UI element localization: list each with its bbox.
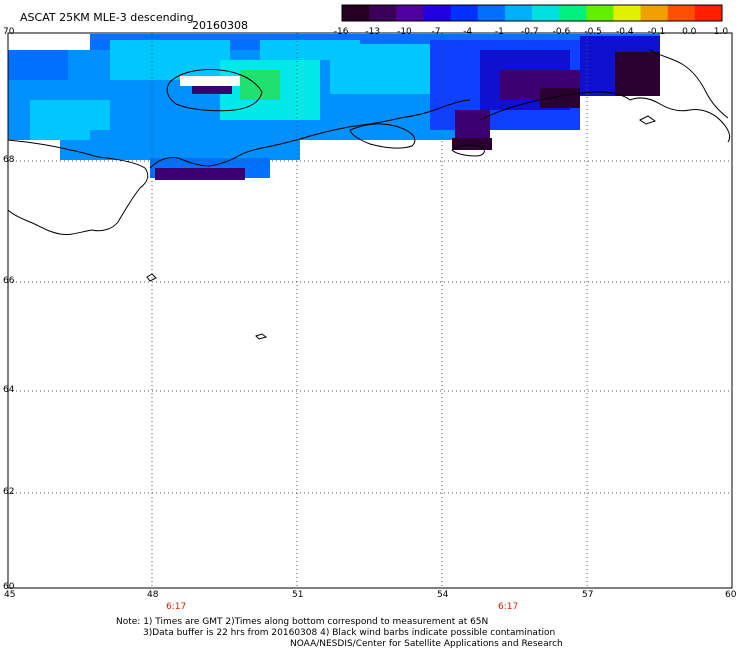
lat-label-60: 60 <box>3 582 15 592</box>
footer-credit: NOAA/NESDIS/Center for Satellite Applica… <box>290 639 563 649</box>
colorbar-tick-label: -0.5 <box>584 27 602 37</box>
map-title: ASCAT 25KM MLE-3 descending <box>20 11 194 24</box>
colorbar <box>341 4 723 22</box>
colorbar-tick-label: -0.1 <box>647 27 666 37</box>
colorbar-tick-label: 0.0 <box>682 27 697 37</box>
lat-label-70: 70 <box>3 27 15 37</box>
swath-deep-ne <box>615 52 660 96</box>
time-label-2: 6:17 <box>498 602 519 612</box>
colorbar-tick-label: -0.7 <box>521 27 539 37</box>
colorbar-swatch <box>586 5 614 21</box>
colorbar-tick-label: 1.0 <box>713 27 729 37</box>
swath-purple-island <box>192 86 232 94</box>
coastline-small-island-1 <box>146 273 157 282</box>
lat-label-64: 64 <box>3 385 15 395</box>
colorbar-tick-label: -0.6 <box>552 27 571 37</box>
colorbar-tick-label: -10 <box>397 27 412 37</box>
coastline-vaygach <box>451 144 485 157</box>
coastline-yugor-peninsula <box>479 91 731 143</box>
colorbar-swatch <box>504 5 533 21</box>
colorbar-swatch <box>667 5 696 21</box>
lon-label-60: 60 <box>725 590 737 600</box>
swath-blue-west <box>8 50 68 80</box>
coastline-small-island-3 <box>639 115 657 125</box>
colorbar-swatch <box>613 5 642 21</box>
lat-label-66: 66 <box>3 276 15 286</box>
footer-note-line1: Note: 1) Times are GMT 2)Times along bot… <box>116 617 489 627</box>
colorbar-tick-label: -16 <box>333 27 349 37</box>
colorbar-tick-label: -4 <box>463 27 473 37</box>
swath-cyan-4 <box>260 40 360 60</box>
time-label-1: 6:17 <box>166 602 187 612</box>
colorbar-swatch <box>532 5 560 21</box>
lon-label-54: 54 <box>437 590 449 600</box>
map-frame <box>7 32 733 589</box>
lon-label-57: 57 <box>582 590 594 600</box>
swath-gap <box>180 76 240 86</box>
colorbar-tick-label: -7 <box>431 27 441 37</box>
coastline-small-island-2 <box>255 333 268 340</box>
colorbar-swatch <box>694 5 723 21</box>
colorbar-swatch <box>450 5 479 21</box>
colorbar-swatch <box>423 5 452 21</box>
colorbar-swatch <box>559 5 587 21</box>
swath-green <box>240 70 280 100</box>
colorbar-swatch <box>477 5 506 21</box>
colorbar-tick-label: -1 <box>494 27 504 37</box>
swath-blue-sw <box>90 130 150 158</box>
swath-deep-1 <box>540 88 580 108</box>
coastlines <box>7 49 731 340</box>
coastline-white-sea-mouth <box>149 99 471 169</box>
coastline-kanin-peninsula <box>7 139 149 235</box>
colorbar-frame <box>341 4 723 22</box>
lon-label-45: 45 <box>4 590 16 600</box>
lat-label-68: 68 <box>3 155 15 165</box>
swath-cyan-1 <box>110 40 230 80</box>
lon-label-48: 48 <box>147 590 159 600</box>
lat-label-62: 62 <box>3 487 15 497</box>
colorbar-swatch <box>640 5 669 21</box>
footer-note-line2: 3)Data buffer is 22 hrs from 20160308 4)… <box>143 628 556 638</box>
lon-label-51: 51 <box>292 590 304 600</box>
colorbar-swatch <box>342 5 370 21</box>
swath-purple-edge <box>155 168 245 180</box>
coastline-pechora-delta <box>349 123 416 149</box>
colorbar-tick-label: -13 <box>365 27 381 37</box>
colorbar-tick-label: -0.4 <box>616 27 634 37</box>
swath-deep-south <box>452 138 492 150</box>
colorbar-swatch <box>369 5 397 21</box>
coastline-kolguev-island <box>166 69 263 112</box>
colorbar-swatch <box>396 5 424 21</box>
coastline-yamal-tip <box>649 49 729 119</box>
map-date: 20160308 <box>192 19 248 32</box>
